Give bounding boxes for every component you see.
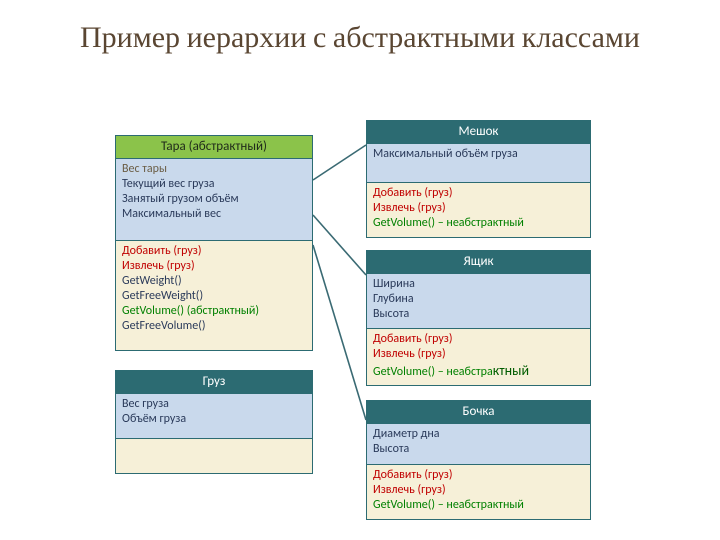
class-box-bochka: БочкаДиаметр днаВысотаДобавить (груз)Изв… xyxy=(366,400,591,520)
method-row: GetFreeWeight() xyxy=(122,289,306,304)
class-box-yashik: ЯщикШиринаГлубинаВысотаДобавить (груз)Из… xyxy=(366,250,591,386)
class-attributes-yashik: ШиринаГлубинаВысота xyxy=(366,273,591,329)
class-methods-yashik: Добавить (груз)Извлечь (груз)GetVolume()… xyxy=(366,328,591,386)
connectors-layer xyxy=(0,0,720,540)
method-row: Добавить (груз) xyxy=(373,186,584,201)
method-row: GetVolume() – неабстрактный xyxy=(373,498,584,513)
method-row: GetFreeVolume() xyxy=(122,319,306,334)
class-attributes-meshok: Максимальный объём груза xyxy=(366,143,591,183)
attribute-row: Текущий вес груза xyxy=(122,177,306,192)
attribute-row: Высота xyxy=(373,442,584,457)
connector-line xyxy=(313,215,366,275)
attribute-row: Вес груза xyxy=(122,397,306,412)
method-row: Добавить (груз) xyxy=(373,332,584,347)
method-row: GetWeight() xyxy=(122,274,306,289)
attribute-row: Занятый грузом объём xyxy=(122,192,306,207)
method-row: Извлечь (груз) xyxy=(373,201,584,216)
method-row: GetVolume() – неабстрактный xyxy=(373,362,584,380)
method-row: GetVolume() – неабстрактный xyxy=(373,216,584,231)
attribute-row: Максимальный объём груза xyxy=(373,147,584,162)
class-header-gruz: Груз xyxy=(115,370,313,394)
class-header-meshok: Мешок xyxy=(366,120,591,144)
method-row: GetVolume() (абстрактный) xyxy=(122,304,306,319)
attribute-row: Диаметр дна xyxy=(373,427,584,442)
class-box-gruz: ГрузВес грузаОбъём груза xyxy=(115,370,313,474)
method-row: Извлечь (груз) xyxy=(373,347,584,362)
attribute-row: Высота xyxy=(373,307,584,322)
class-methods-tara: Добавить (груз)Извлечь (груз)GetWeight()… xyxy=(115,240,313,351)
class-header-bochka: Бочка xyxy=(366,400,591,424)
class-methods-meshok: Добавить (груз)Извлечь (груз)GetVolume()… xyxy=(366,182,591,238)
attribute-row: Объём груза xyxy=(122,412,306,427)
attribute-row: Максимальный вес xyxy=(122,207,306,222)
class-box-tara: Тара (абстрактный)Вес тарыТекущий вес гр… xyxy=(115,135,313,351)
method-row: Извлечь (груз) xyxy=(122,259,306,274)
method-row: Добавить (груз) xyxy=(122,244,306,259)
method-row: Добавить (груз) xyxy=(373,468,584,483)
slide-title: Пример иерархии с абстрактными классами xyxy=(0,20,720,56)
attribute-row: Вес тары xyxy=(122,162,306,177)
connector-line xyxy=(313,245,366,420)
class-attributes-bochka: Диаметр днаВысота xyxy=(366,423,591,465)
class-attributes-gruz: Вес грузаОбъём груза xyxy=(115,393,313,439)
attribute-row: Глубина xyxy=(373,292,584,307)
class-header-yashik: Ящик xyxy=(366,250,591,274)
attribute-row: Ширина xyxy=(373,277,584,292)
connector-line xyxy=(313,145,366,180)
class-box-meshok: Мешок Максимальный объём груза Добавить (г… xyxy=(366,120,591,238)
class-methods-bochka: Добавить (груз)Извлечь (груз)GetVolume()… xyxy=(366,464,591,520)
class-header-tara: Тара (абстрактный) xyxy=(115,135,313,159)
method-row: Извлечь (груз) xyxy=(373,483,584,498)
class-methods-gruz xyxy=(115,438,313,474)
class-attributes-tara: Вес тарыТекущий вес грузаЗанятый грузом … xyxy=(115,158,313,241)
